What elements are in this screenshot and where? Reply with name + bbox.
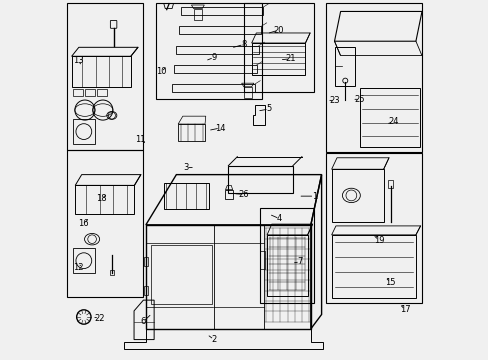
Text: 17: 17: [399, 305, 409, 314]
Bar: [144, 257, 148, 266]
Bar: [73, 119, 94, 144]
Bar: [178, 124, 204, 141]
Bar: [110, 270, 113, 275]
Bar: [85, 89, 95, 96]
Text: 7: 7: [297, 257, 302, 266]
Bar: [163, 183, 208, 209]
Text: 19: 19: [373, 236, 384, 245]
Text: 5: 5: [266, 104, 271, 113]
Text: 15: 15: [385, 278, 395, 287]
Text: 2: 2: [211, 335, 216, 344]
Bar: [67, 150, 143, 297]
Bar: [73, 248, 94, 273]
Text: 14: 14: [214, 123, 225, 132]
Bar: [325, 153, 422, 303]
Text: 25: 25: [354, 95, 365, 104]
Text: 8: 8: [241, 40, 246, 49]
Text: 11: 11: [135, 135, 145, 144]
Text: 4: 4: [277, 214, 282, 223]
Text: 21: 21: [285, 54, 295, 63]
Text: 13: 13: [73, 57, 83, 66]
Text: 1: 1: [311, 192, 316, 201]
Text: 10: 10: [156, 67, 166, 76]
Text: 23: 23: [329, 96, 340, 105]
Text: 3: 3: [183, 163, 189, 172]
Text: 20: 20: [273, 26, 283, 35]
Text: 18: 18: [96, 194, 107, 203]
Bar: [97, 89, 106, 96]
Text: 26: 26: [238, 190, 248, 199]
Bar: [193, 9, 202, 20]
Text: 22: 22: [94, 314, 104, 323]
Text: 24: 24: [387, 117, 398, 126]
Bar: [244, 3, 313, 92]
Bar: [73, 89, 83, 96]
Bar: [251, 43, 305, 75]
Bar: [387, 180, 392, 188]
Bar: [144, 286, 148, 295]
Bar: [325, 3, 422, 152]
Bar: [260, 251, 265, 269]
Bar: [67, 3, 143, 149]
Text: 16: 16: [79, 219, 89, 228]
Bar: [260, 208, 314, 303]
Bar: [225, 190, 232, 199]
Bar: [155, 3, 262, 99]
Text: 6: 6: [141, 317, 146, 326]
Text: 12: 12: [73, 264, 83, 273]
Text: 9: 9: [211, 53, 216, 62]
Bar: [244, 87, 251, 98]
